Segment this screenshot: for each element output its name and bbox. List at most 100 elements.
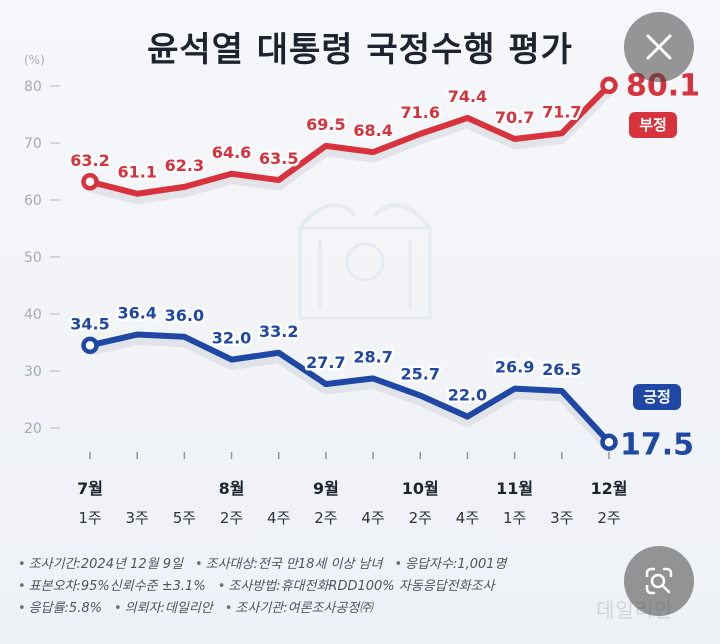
x-week-label: 2주 — [597, 509, 620, 527]
data-label: 22.0 — [448, 386, 487, 405]
data-label-halo: 28.7 — [353, 347, 392, 366]
survey-info-item: • 조사기관:여론조사공정㈜ — [224, 601, 373, 616]
x-week-label: 4주 — [267, 509, 290, 527]
y-axis-unit: (%) — [24, 53, 45, 67]
data-label: 36.4 — [117, 304, 156, 323]
series-shadow — [88, 88, 613, 205]
data-label: 26.5 — [542, 360, 581, 379]
survey-info-row: • 조사기간:2024년 12월 9일 • 조사대상:전국 만18세 이상 남녀 • 응답… — [18, 554, 628, 576]
legend-badge-positive — [633, 384, 681, 410]
data-point-marker — [81, 173, 99, 191]
data-label-halo: 74.4 — [448, 87, 487, 106]
data-label: 28.7 — [353, 347, 392, 366]
data-label-halo: 62.3 — [165, 156, 204, 175]
data-label: 62.3 — [165, 156, 204, 175]
close-icon — [646, 34, 672, 60]
data-label-halo: 63.2 — [70, 151, 109, 170]
data-label-halo: 64.6 — [212, 143, 251, 162]
survey-info-item: • 응답자수:1,001명 — [394, 557, 507, 572]
x-week-label: 2주 — [314, 509, 337, 527]
data-label: 68.4 — [353, 121, 392, 140]
data-label-halo: 70.7 — [495, 108, 534, 127]
x-week-label: 1주 — [78, 509, 101, 527]
series-shadow — [88, 336, 613, 452]
survey-info-item: • 조사방법:휴대전화RDD100% 자동응답전화조사 — [217, 579, 495, 594]
data-label: 69.5 — [306, 115, 345, 134]
y-tick-label: 80 — [24, 79, 42, 95]
data-label: 71.6 — [401, 103, 440, 122]
data-label-halo: 26.5 — [542, 360, 581, 379]
x-month-label: 7월 — [77, 479, 103, 498]
data-label-halo: 33.2 — [259, 322, 298, 341]
data-label: 27.7 — [306, 353, 345, 372]
x-week-label: 2주 — [220, 509, 243, 527]
y-tick-label: 70 — [24, 136, 42, 152]
x-week-label: 4주 — [456, 509, 479, 527]
survey-info-item: • 조사대상:전국 만18세 이상 남녀 — [194, 557, 383, 572]
y-tick-label: 60 — [24, 193, 42, 209]
x-month-label: 9월 — [313, 479, 339, 498]
data-label-halo: 36.0 — [165, 306, 204, 325]
data-label-halo: 34.5 — [70, 314, 109, 333]
survey-info: • 조사기간:2024년 12월 9일 • 조사대상:전국 만18세 이상 남녀 • 응답… — [18, 554, 628, 620]
image-search-button[interactable] — [624, 546, 694, 616]
data-label-halo: 32.0 — [212, 329, 251, 348]
data-label: 63.2 — [70, 151, 109, 170]
x-month-label: 10월 — [402, 479, 439, 498]
y-tick-label: 20 — [24, 421, 42, 437]
data-label: 61.1 — [117, 163, 156, 182]
data-label: 63.5 — [259, 149, 298, 168]
image-search-icon — [645, 567, 673, 595]
data-label: 70.7 — [495, 108, 534, 127]
survey-info-item: • 응답률:5.8% — [18, 601, 102, 616]
survey-info-item: • 조사기간:2024년 12월 9일 — [18, 557, 183, 572]
x-month-label: 12월 — [591, 479, 628, 498]
data-label-halo: 36.4 — [117, 304, 156, 323]
data-point-marker — [600, 433, 618, 451]
legend-label: 부정 — [639, 116, 667, 134]
x-week-label: 1주 — [503, 509, 526, 527]
data-label-halo: 63.5 — [259, 149, 298, 168]
emblem-watermark — [298, 203, 432, 320]
data-label: 32.0 — [212, 329, 251, 348]
survey-info-row: • 표본오차:95%신뢰수준 ±3.1% • 조사방법:휴대전화RDD100% 자동응… — [18, 576, 628, 598]
data-label-halo: 71.7 — [542, 102, 581, 121]
series-line-positive — [87, 331, 612, 446]
series-line-negative — [87, 82, 612, 197]
y-tick-label: 40 — [24, 307, 42, 323]
y-tick-label: 50 — [24, 250, 42, 266]
data-label-halo: 71.6 — [401, 103, 440, 122]
survey-info-row: • 응답률:5.8% • 의뢰자:데일리안 • 조사기관:여론조사공정㈜ — [18, 598, 628, 620]
data-label-halo: 69.5 — [306, 115, 345, 134]
survey-info-item: • 표본오차:95%신뢰수준 ±3.1% — [18, 579, 206, 594]
x-week-label: 2주 — [409, 509, 432, 527]
data-label-halo: 25.7 — [401, 365, 440, 384]
x-week-label: 4주 — [361, 509, 384, 527]
data-label-halo: 26.9 — [495, 358, 534, 377]
y-tick-label: 30 — [24, 364, 42, 380]
data-point-marker — [81, 336, 99, 355]
data-label: 25.7 — [401, 365, 440, 384]
data-label: 64.6 — [212, 143, 251, 162]
data-label-halo: 68.4 — [353, 121, 392, 140]
data-label-halo: 22.0 — [448, 386, 487, 405]
x-week-label: 3주 — [126, 509, 149, 527]
data-label: 74.4 — [448, 87, 487, 106]
data-label: 33.2 — [259, 322, 298, 341]
data-label: 34.5 — [70, 314, 109, 333]
data-label: 26.9 — [495, 358, 534, 377]
data-label-halo: 61.1 — [117, 163, 156, 182]
chart-title: 윤석열 대통령 국정수행 평가 — [147, 30, 573, 70]
data-label: 36.0 — [165, 306, 204, 325]
data-point-marker — [600, 76, 618, 95]
x-month-label: 11월 — [496, 479, 533, 498]
x-month-label: 8월 — [219, 479, 245, 498]
legend-label: 긍정 — [643, 388, 671, 406]
close-button[interactable] — [624, 12, 694, 82]
data-label-final: 17.5 — [620, 427, 694, 462]
legend-badge-negative — [629, 112, 677, 138]
survey-info-item: • 의뢰자:데일리안 — [113, 601, 213, 616]
data-label-halo: 27.7 — [306, 353, 345, 372]
